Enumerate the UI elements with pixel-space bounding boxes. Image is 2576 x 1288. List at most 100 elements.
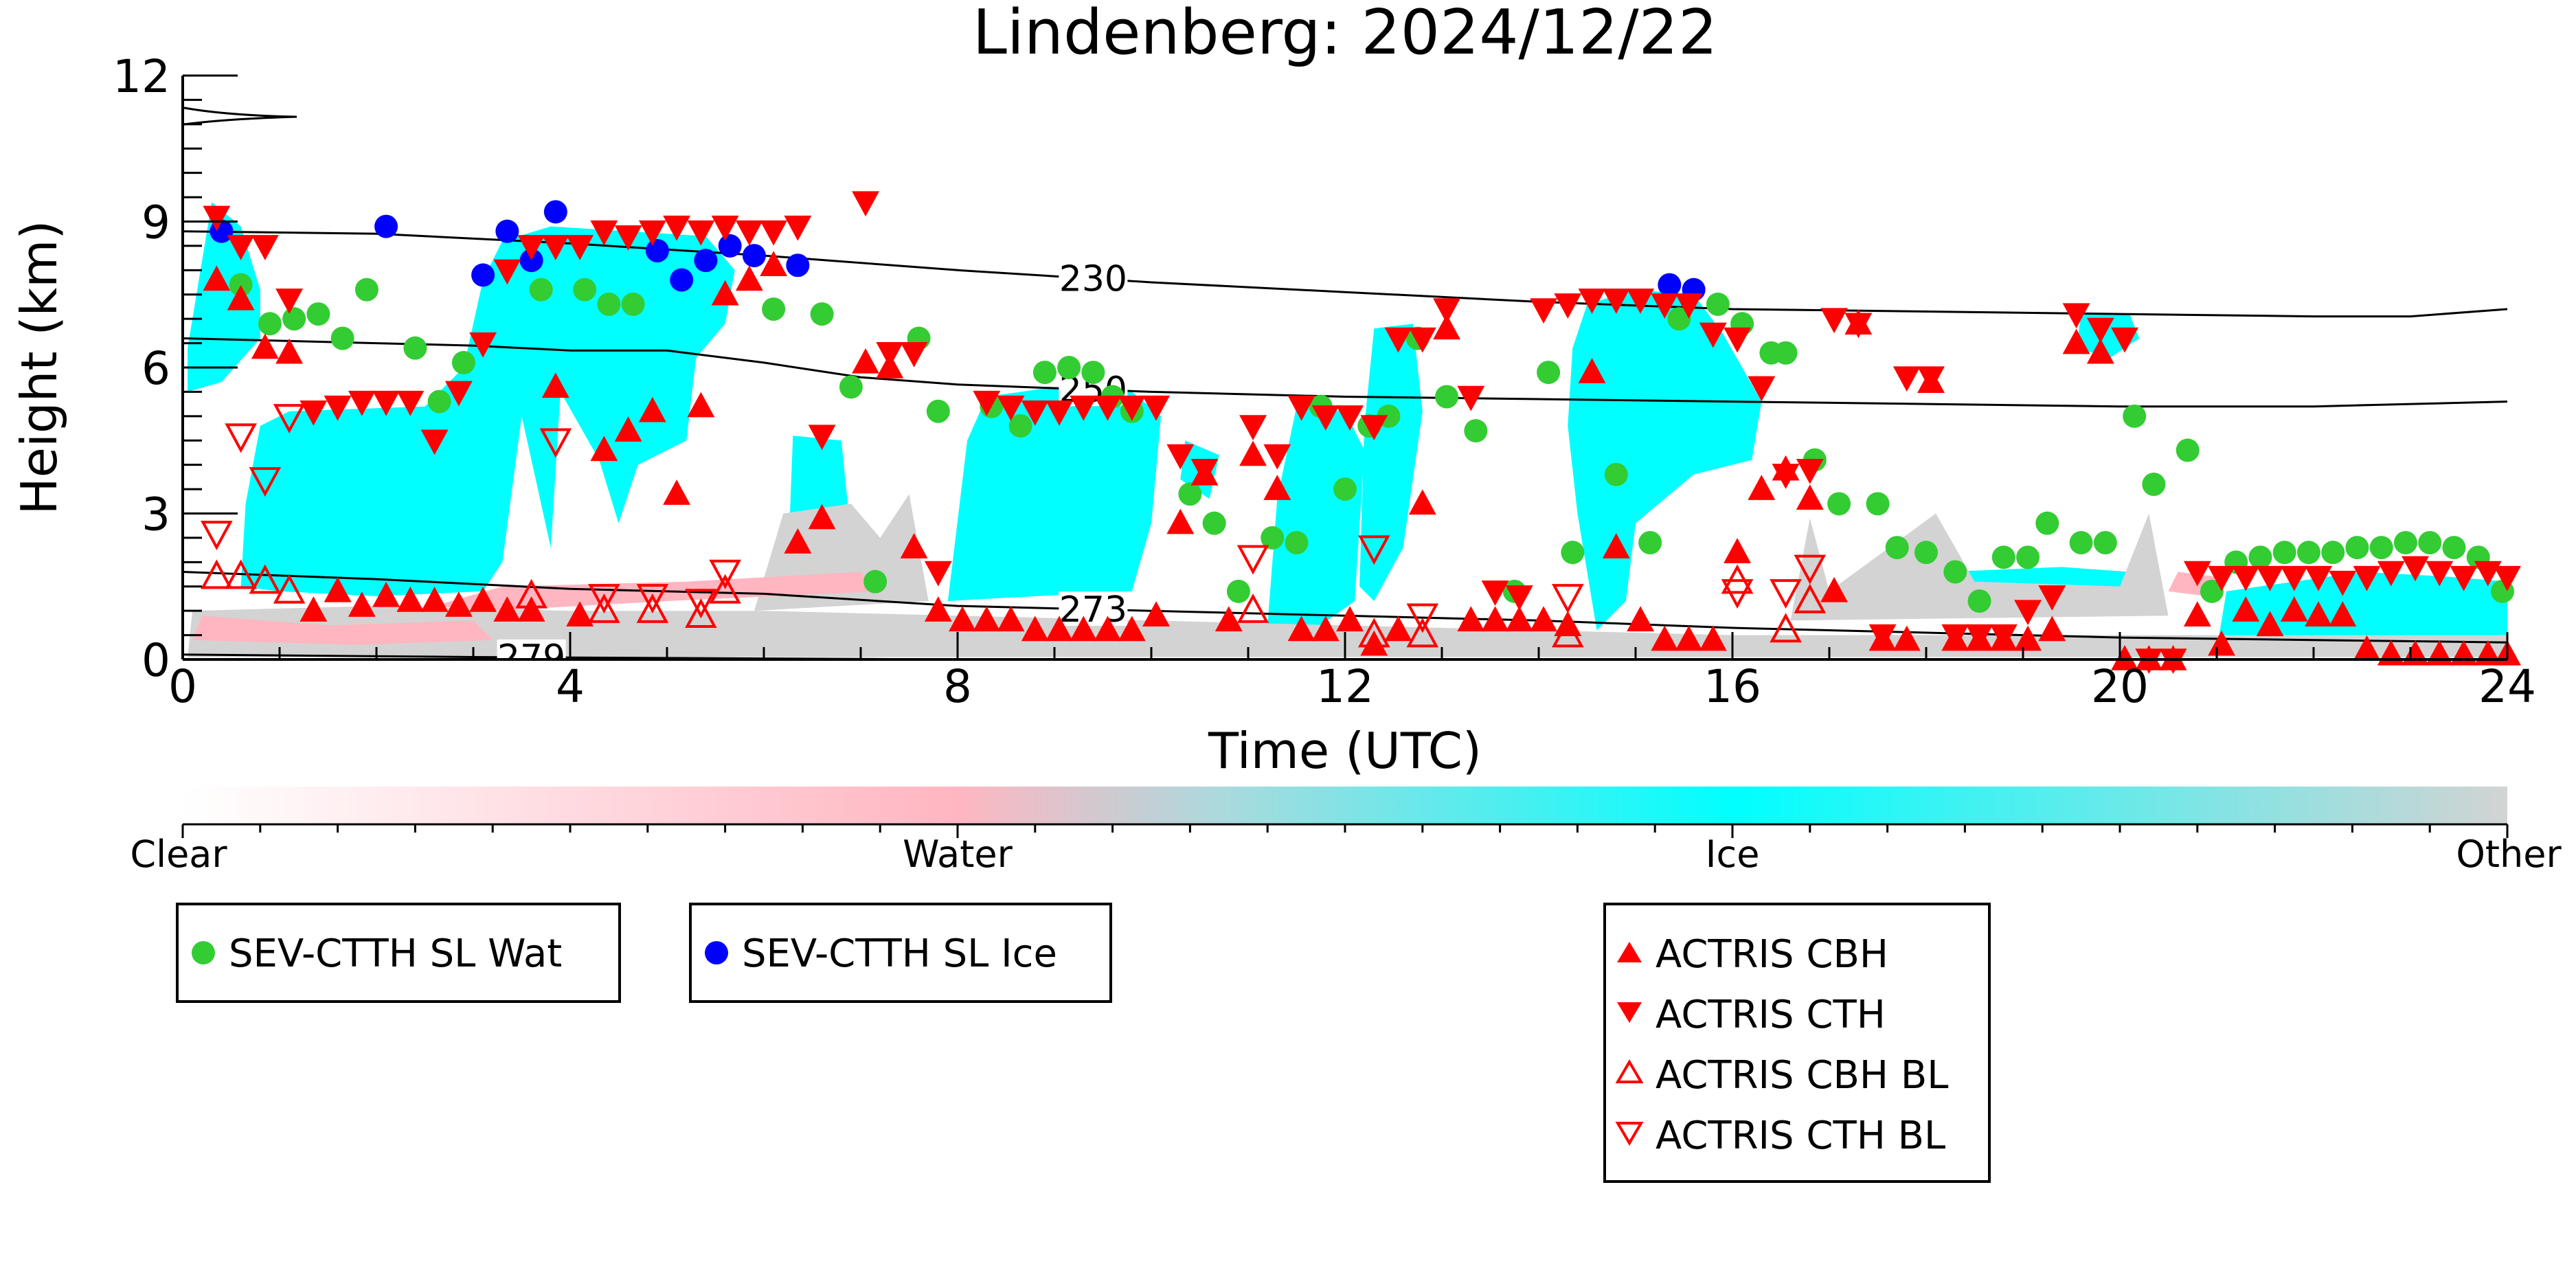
data-point-actris-cth (541, 235, 569, 260)
data-point-actris-cth-bl (225, 423, 257, 453)
isotherm-label: 230 (1059, 259, 1127, 300)
data-point-actris-cth (2086, 317, 2114, 343)
data-point-actris-cth-bl (685, 589, 717, 619)
data-point-actris-cth (1070, 395, 1098, 421)
data-point-actris-cbh-bl (1357, 618, 1390, 648)
data-point-sev-ctth-sl-wat (1333, 477, 1357, 501)
data-point-actris-cbh (2280, 596, 2308, 622)
data-point-sev-ctth-sl-wat (1008, 414, 1032, 438)
data-point-sev-ctth-sl-ice (471, 263, 495, 287)
isotherm-line (183, 337, 2507, 408)
data-point-sev-ctth-sl-wat (2369, 536, 2393, 560)
data-point-actris-cth (1820, 308, 1848, 334)
data-point-sev-ctth-sl-wat (2093, 531, 2117, 554)
data-point-actris-cbh (1287, 615, 1315, 642)
data-point-actris-cbh (203, 265, 231, 291)
data-point-sev-ctth-sl-wat (1706, 292, 1730, 316)
data-point-actris-cth (1748, 376, 1776, 402)
cloud-region-other (188, 606, 2507, 657)
data-point-actris-cbh (420, 587, 449, 612)
legend-marker-cbh (1617, 942, 1642, 962)
data-point-actris-cth (348, 390, 376, 416)
x-tick-label: 20 (2091, 660, 2149, 713)
data-point-sev-ctth-sl-wat (2035, 511, 2059, 535)
data-point-sev-ctth-sl-wat (810, 302, 834, 326)
data-point-actris-cbh (1311, 615, 1340, 642)
data-point-actris-cth (1627, 289, 1654, 314)
data-point-actris-cth (2305, 565, 2332, 591)
data-point-sev-ctth-sl-wat (1991, 545, 2015, 569)
isotherm-label-bg (1059, 591, 1128, 626)
y-tick-label: 12 (113, 50, 170, 103)
data-point-actris-cbh (638, 396, 666, 422)
data-point-actris-cbh (1094, 615, 1122, 642)
colorbar-ticks (181, 824, 2509, 838)
data-point-sev-ctth-sl-wat (1638, 531, 1662, 554)
data-point-sev-ctth-sl-wat (1226, 579, 1250, 603)
data-point-actris-cth (2232, 565, 2260, 591)
data-point-sev-ctth-sl-wat (1667, 307, 1691, 331)
data-point-actris-cbh (1384, 615, 1412, 642)
data-point-actris-cth (1457, 385, 1485, 411)
data-point-actris-cth (372, 390, 400, 416)
data-point-sev-ctth-sl-ice (1658, 273, 1682, 297)
colorbar-label-clear: Clear (130, 833, 227, 876)
cloud-region-ice (1359, 324, 1423, 601)
data-point-actris-cbh (949, 606, 976, 632)
data-point-actris-cth (1408, 327, 1436, 353)
data-point-actris-cth-bl (539, 428, 572, 458)
data-point-actris-cth-bl (249, 467, 282, 497)
data-point-actris-cth (1530, 298, 1557, 324)
data-point-actris-cbh (614, 416, 642, 442)
data-point-actris-cbh (2038, 615, 2066, 642)
data-point-actris-cth (1311, 405, 1340, 431)
data-point-actris-cbh (275, 338, 304, 364)
isotherm-line (183, 230, 2507, 318)
cloud-region-ice (947, 387, 1162, 601)
axis-ticks: 0 4 8 12 16 20 24 0 3 6 9 12 (113, 50, 2536, 713)
data-point-sev-ctth-sl-wat (2200, 579, 2224, 603)
data-point-actris-cbh (300, 596, 328, 622)
data-point-actris-cth (203, 205, 231, 231)
data-point-actris-cth-bl (709, 559, 741, 589)
data-point-actris-cth (227, 235, 255, 260)
data-point-actris-cbh (1505, 606, 1533, 632)
data-point-sev-ctth-sl-ice (718, 234, 742, 258)
data-point-actris-cbh-bl (225, 559, 257, 589)
data-point-actris-cbh (1457, 606, 1485, 632)
data-point-actris-cbh (1675, 625, 1703, 651)
data-point-sev-ctth-sl-ice (786, 253, 810, 278)
data-point-actris-cth (444, 381, 473, 407)
data-point-actris-cbh (2062, 328, 2090, 354)
data-point-actris-cth (784, 215, 812, 241)
legend-marker-cth (1617, 1002, 1642, 1023)
legend-sev-ice: SEV-CTTH SL Ice (689, 903, 1112, 1003)
data-point-actris-cbh (396, 587, 425, 612)
data-point-actris-cth (2038, 585, 2066, 611)
data-point-actris-cth (396, 390, 425, 416)
data-point-actris-cbh (760, 251, 788, 276)
data-point-actris-cth-bl (1551, 584, 1584, 614)
data-point-actris-cth (760, 220, 788, 246)
data-point-actris-cth (1094, 395, 1122, 421)
data-point-actris-cbh (1142, 601, 1170, 626)
legend-marker-cbh-bl (1615, 1059, 1644, 1083)
data-point-actris-cth (1578, 289, 1606, 314)
data-point-sev-ctth-sl-wat (1885, 536, 1909, 560)
data-point-sev-ctth-sl-wat (451, 350, 475, 374)
data-point-actris-cbh-bl (515, 578, 547, 609)
data-point-actris-cbh-bl (1406, 618, 1439, 648)
data-point-sev-ctth-sl-wat (330, 326, 354, 350)
data-point-actris-cth (924, 561, 952, 587)
legend-sev-wat: SEV-CTTH SL Wat (176, 903, 621, 1003)
data-point-actris-cbh (1118, 615, 1146, 642)
data-point-actris-cth (1554, 293, 1582, 319)
isotherm-label-bg (497, 639, 566, 659)
data-point-sev-ctth-sl-wat (2296, 541, 2320, 565)
data-point-actris-cth (251, 235, 279, 260)
x-tick-label: 12 (1316, 660, 1374, 713)
data-point-actris-cth (2494, 565, 2521, 591)
y-axis-anomaly-trace (183, 106, 297, 126)
data-point-actris-cbh (1070, 615, 1098, 642)
data-point-sev-ctth-sl-wat (2176, 438, 2200, 462)
